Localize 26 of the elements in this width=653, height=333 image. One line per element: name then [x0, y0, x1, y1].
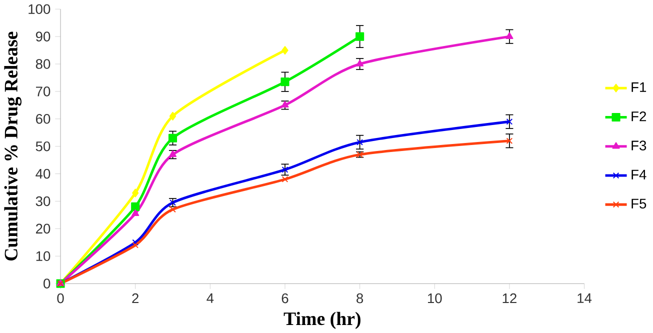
legend-label: F1	[632, 82, 646, 92]
x-tick-label: 2	[132, 293, 139, 303]
x-tick-label: 14	[578, 293, 592, 303]
x-tick-label: 4	[206, 293, 214, 303]
x-axis-title: Time (hr)	[284, 312, 360, 329]
y-tick-label: 50	[36, 141, 50, 152]
y-tick-label: 80	[36, 59, 50, 69]
y-tick-label: 100	[28, 4, 50, 14]
y-axis-title: Cumulative % Drug Release	[4, 32, 22, 260]
y-tick-label: 30	[36, 196, 50, 206]
legend-label: F5	[632, 198, 646, 208]
legend-label: F2	[632, 111, 646, 122]
y-tick-label: 70	[36, 86, 50, 96]
x-tick-label: 6	[282, 293, 288, 304]
x-tick-label: 10	[428, 293, 442, 304]
y-tick-label: 20	[36, 224, 50, 234]
y-tick-label: 60	[36, 114, 50, 124]
y-tick-label: 90	[36, 32, 50, 42]
legend-label: F3	[632, 140, 646, 150]
y-tick-label: 0	[44, 278, 50, 288]
x-tick-label: 0	[57, 293, 64, 304]
x-tick-label: 12	[502, 293, 516, 303]
y-tick-label: 40	[36, 168, 50, 179]
y-tick-label: 10	[36, 251, 50, 261]
legend-label: F4	[632, 170, 646, 180]
x-tick-label: 8	[356, 293, 364, 304]
